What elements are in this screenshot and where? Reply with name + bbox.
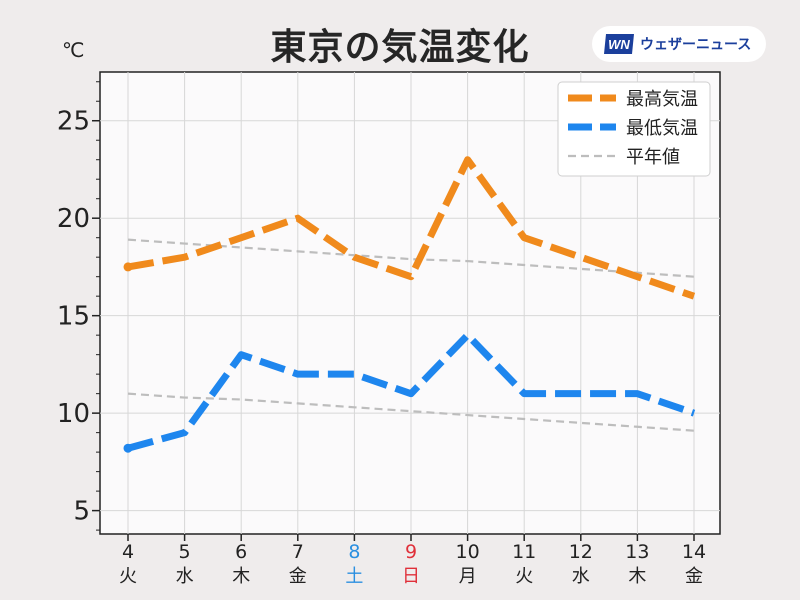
series-lines <box>123 156 696 453</box>
legend-label-normal: 平年値 <box>626 147 680 168</box>
y-tick-label: 5 <box>73 497 90 527</box>
weathernews-logo-text: ウェザーニュース <box>640 37 752 53</box>
x-tick-label-day: 9 <box>405 541 417 563</box>
data-point-high <box>123 262 133 272</box>
x-tick-label-day: 6 <box>235 541 247 563</box>
data-point-low <box>123 443 133 453</box>
x-tick-label-weekday: 土 <box>345 566 363 587</box>
weathernews-logo-icon: WN <box>604 34 634 54</box>
series-line-normal <box>127 392 695 432</box>
legend-box <box>557 81 711 177</box>
normal-lines <box>127 238 695 432</box>
y-tick-label: 20 <box>57 204 90 234</box>
y-axis-unit-label: ℃ <box>62 38 85 62</box>
series-line-normal <box>127 238 695 278</box>
x-tick-label-weekday: 木 <box>628 566 646 587</box>
page-title: 東京の気温変化 <box>270 27 530 68</box>
x-tick-label-day: 13 <box>625 541 649 563</box>
legend-label-high: 最高気温 <box>626 89 698 110</box>
x-tick-label-weekday: 水 <box>572 566 590 587</box>
x-tick-label-weekday: 火 <box>515 566 533 587</box>
x-tick-label-weekday: 金 <box>685 566 703 587</box>
x-tick-label-day: 8 <box>348 541 360 563</box>
x-tick-label-day: 14 <box>682 541 706 563</box>
y-tick-label: 15 <box>57 302 90 332</box>
y-tick-label: 10 <box>57 399 90 429</box>
x-tick-label-weekday: 水 <box>176 566 194 587</box>
x-tick-label-weekday: 木 <box>232 566 250 587</box>
legend-label-low: 最低気温 <box>626 118 698 139</box>
x-tick-label-day: 10 <box>456 541 480 563</box>
x-tick-label-day: 7 <box>292 541 304 563</box>
y-tick-label: 25 <box>57 107 90 137</box>
svg-text:WN: WN <box>608 37 630 52</box>
x-tick-label-day: 5 <box>179 541 191 563</box>
x-tick-label-day: 11 <box>512 541 536 563</box>
x-tick-label-day: 4 <box>122 541 134 563</box>
x-tick-label-weekday: 火 <box>119 566 137 587</box>
x-tick-label-weekday: 金 <box>289 566 307 587</box>
weathernews-logo: WN ウェザーニュース <box>592 26 766 62</box>
x-tick-label-weekday: 月 <box>459 566 477 587</box>
x-tick-label-weekday: 日 <box>402 566 420 587</box>
x-tick-label-day: 12 <box>569 541 593 563</box>
axes: 5 10 15 20 25 4 火 5 水 6 木 7 金 8 土 9 日 10 月 11 火 12 水 13 木 14 金 <box>57 81 706 587</box>
